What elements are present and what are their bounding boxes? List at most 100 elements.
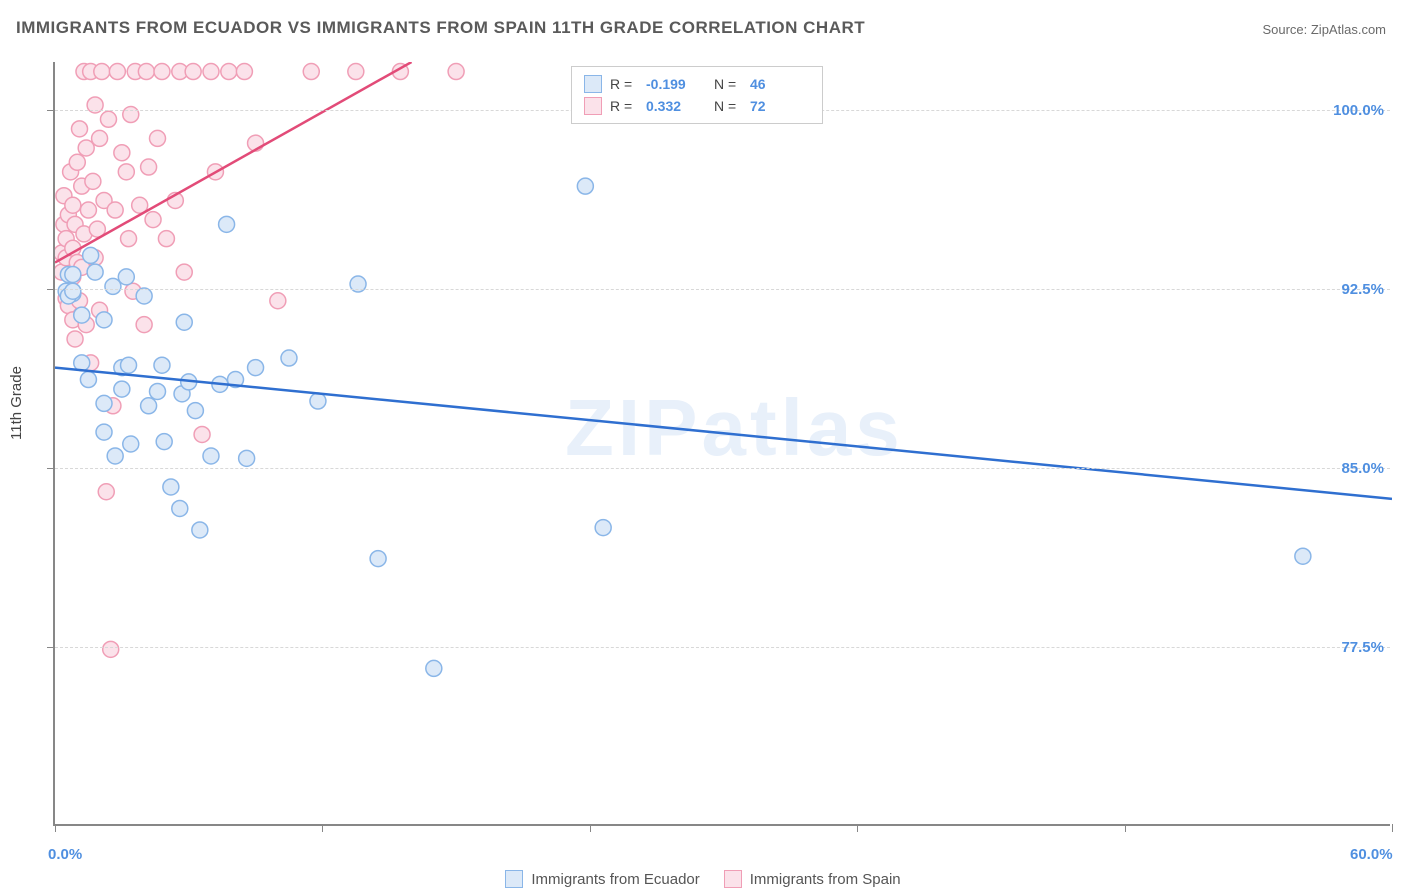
scatter-point [172, 500, 188, 516]
scatter-point [87, 264, 103, 280]
scatter-point [176, 314, 192, 330]
scatter-point [158, 231, 174, 247]
stats-legend-row: R = 0.332 N = 72 [584, 95, 810, 117]
scatter-point [187, 403, 203, 419]
scatter-point [136, 288, 152, 304]
plot-svg [55, 62, 1390, 824]
scatter-point [303, 64, 319, 80]
scatter-point [192, 522, 208, 538]
y-axis-label: 11th Grade [8, 366, 25, 440]
scatter-point [80, 372, 96, 388]
scatter-point [72, 121, 88, 137]
scatter-point [118, 164, 134, 180]
scatter-point [1295, 548, 1311, 564]
scatter-point [74, 307, 90, 323]
legend-r-label: R = [610, 76, 638, 92]
scatter-point [67, 331, 83, 347]
legend-label: Immigrants from Ecuador [531, 871, 699, 888]
scatter-point [100, 111, 116, 127]
scatter-point [141, 159, 157, 175]
scatter-point [114, 145, 130, 161]
gridline [55, 647, 1390, 648]
x-tick-mark [857, 824, 858, 832]
scatter-point [103, 641, 119, 657]
scatter-point [136, 317, 152, 333]
scatter-point [577, 178, 593, 194]
y-tick-label: 85.0% [1341, 460, 1384, 477]
scatter-point [109, 64, 125, 80]
gridline [55, 289, 1390, 290]
x-tick-mark [1125, 824, 1126, 832]
scatter-point [163, 479, 179, 495]
source-label: Source: ZipAtlas.com [1262, 22, 1386, 37]
scatter-point [221, 64, 237, 80]
scatter-point [96, 424, 112, 440]
scatter-point [94, 64, 110, 80]
scatter-point [154, 64, 170, 80]
bottom-legend-item: Immigrants from Ecuador [505, 870, 699, 888]
scatter-point [310, 393, 326, 409]
scatter-point [118, 269, 134, 285]
scatter-point [370, 551, 386, 567]
scatter-point [96, 395, 112, 411]
scatter-point [85, 173, 101, 189]
scatter-point [69, 154, 85, 170]
scatter-point [107, 202, 123, 218]
y-tick-mark [47, 647, 55, 648]
trend-line [55, 62, 412, 263]
gridline [55, 468, 1390, 469]
scatter-point [248, 360, 264, 376]
scatter-point [121, 357, 137, 373]
stats-legend-row: R =-0.199N =46 [584, 73, 810, 95]
y-tick-mark [47, 468, 55, 469]
legend-n-value: 46 [750, 76, 810, 92]
bottom-legend: Immigrants from EcuadorImmigrants from S… [0, 870, 1406, 888]
x-tick-mark [322, 824, 323, 832]
scatter-point [114, 381, 130, 397]
legend-n-value: 72 [750, 98, 810, 114]
legend-n-label: N = [714, 98, 742, 114]
scatter-point [150, 130, 166, 146]
scatter-point [185, 64, 201, 80]
y-tick-label: 100.0% [1333, 102, 1384, 119]
legend-r-value: 0.332 [646, 98, 706, 114]
scatter-point [98, 484, 114, 500]
scatter-point [203, 448, 219, 464]
scatter-point [176, 264, 192, 280]
scatter-point [83, 247, 99, 263]
scatter-point [65, 266, 81, 282]
y-tick-mark [47, 289, 55, 290]
scatter-point [194, 426, 210, 442]
scatter-point [426, 660, 442, 676]
x-tick-mark [590, 824, 591, 832]
scatter-point [236, 64, 252, 80]
plot-area: ZIPatlas 77.5%85.0%92.5%100.0% [53, 62, 1390, 826]
legend-n-label: N = [714, 76, 742, 92]
x-tick-label: 0.0% [48, 846, 82, 863]
scatter-point [348, 64, 364, 80]
scatter-point [92, 130, 108, 146]
legend-swatch [724, 870, 742, 888]
legend-r-label: R = [610, 98, 638, 114]
scatter-point [65, 283, 81, 299]
legend-swatch [505, 870, 523, 888]
legend-swatch [584, 75, 602, 93]
scatter-point [239, 450, 255, 466]
x-tick-mark [1392, 824, 1393, 832]
x-tick-mark [55, 824, 56, 832]
chart-title: IMMIGRANTS FROM ECUADOR VS IMMIGRANTS FR… [16, 18, 865, 38]
scatter-point [154, 357, 170, 373]
scatter-point [219, 216, 235, 232]
scatter-point [123, 436, 139, 452]
scatter-point [448, 64, 464, 80]
scatter-point [80, 202, 96, 218]
scatter-point [270, 293, 286, 309]
scatter-point [281, 350, 297, 366]
scatter-point [65, 197, 81, 213]
legend-swatch [584, 97, 602, 115]
scatter-point [156, 434, 172, 450]
y-tick-mark [47, 110, 55, 111]
chart-container: IMMIGRANTS FROM ECUADOR VS IMMIGRANTS FR… [0, 0, 1406, 892]
scatter-point [203, 64, 219, 80]
scatter-point [150, 383, 166, 399]
